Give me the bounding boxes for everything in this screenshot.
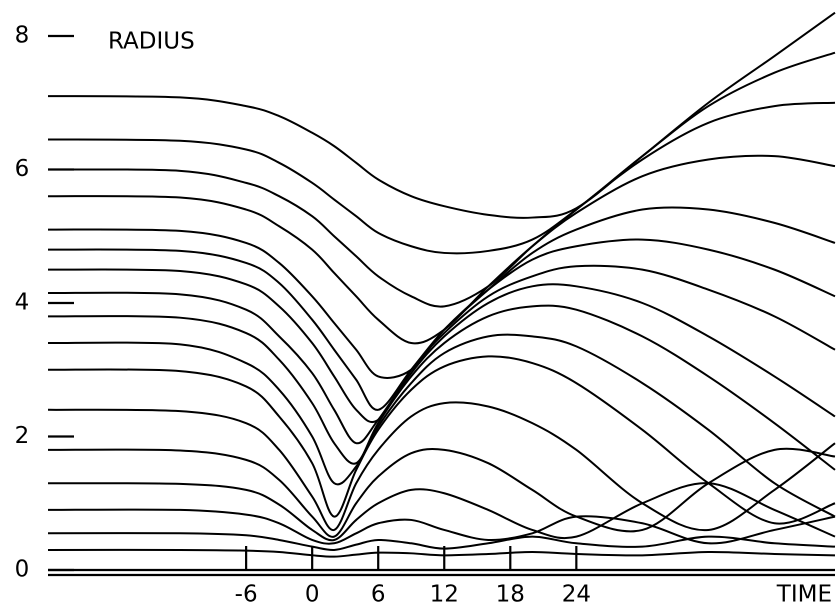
x-axis-label: TIME bbox=[776, 582, 832, 608]
trajectory bbox=[47, 482, 836, 542]
trajectory bbox=[47, 154, 836, 345]
trajectory bbox=[47, 51, 836, 255]
x-tick-label: 24 bbox=[562, 582, 591, 608]
x-tick-label: 0 bbox=[305, 582, 320, 608]
trajectory bbox=[47, 548, 836, 558]
trajectory bbox=[47, 508, 836, 545]
trajectory bbox=[47, 355, 836, 525]
trajectory bbox=[47, 304, 836, 471]
trajectory bbox=[47, 238, 836, 411]
y-tick-label: 8 bbox=[15, 23, 30, 49]
y-tick-label: 4 bbox=[15, 290, 30, 316]
x-tick-label: 18 bbox=[496, 582, 525, 608]
trajectory bbox=[47, 101, 836, 308]
trajectory bbox=[47, 532, 836, 551]
y-tick-label: 2 bbox=[15, 423, 30, 449]
trajectory bbox=[47, 283, 836, 445]
y-tick-label: 6 bbox=[15, 156, 30, 182]
x-tick-label: 6 bbox=[371, 582, 386, 608]
trajectory bbox=[47, 401, 836, 532]
y-axis-label: RADIUS bbox=[108, 29, 195, 55]
x-tick-label: -6 bbox=[235, 582, 258, 608]
trajectory bbox=[47, 447, 836, 538]
x-tick-label: 12 bbox=[430, 582, 459, 608]
trajectory bbox=[47, 333, 836, 518]
trajectory bbox=[47, 264, 836, 424]
y-tick-label: 0 bbox=[15, 557, 30, 583]
